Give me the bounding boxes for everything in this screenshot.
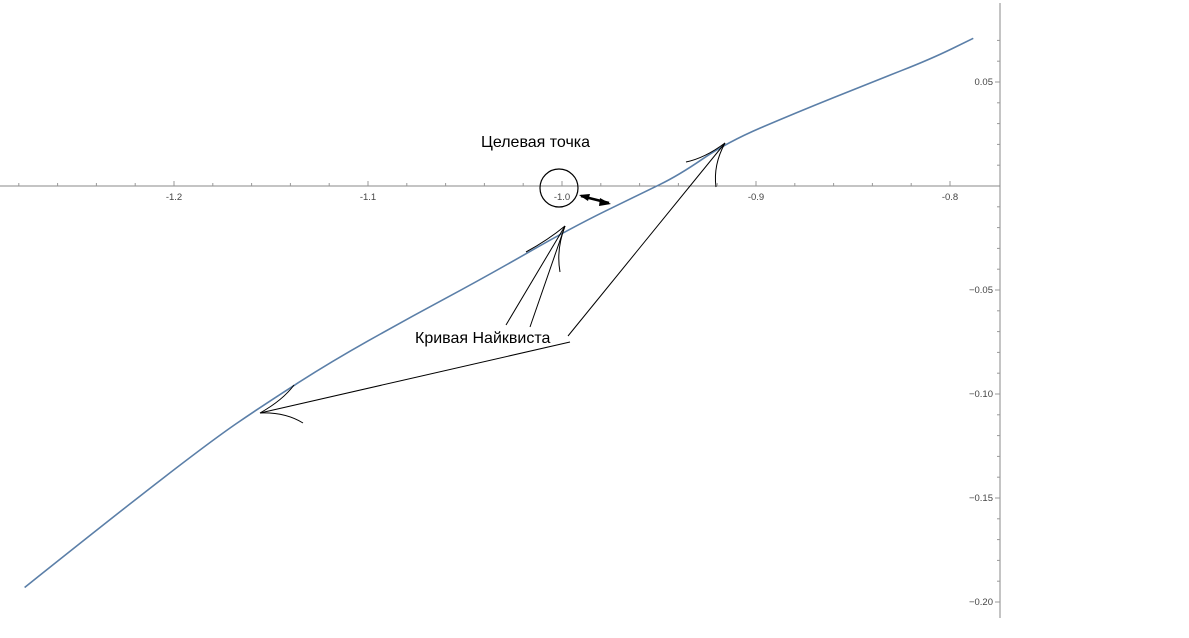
arrowhead-stroke — [685, 142, 726, 163]
axes: -1.2 -1.1 -1.0 -0.9 -0.8 0.05 −0.05 −0.10 −0.15 −… — [0, 3, 1001, 618]
leader-line — [529, 225, 566, 328]
leader-line — [567, 142, 726, 337]
arrowhead-stroke — [259, 412, 304, 424]
distance-arrowhead-right — [599, 198, 611, 206]
series-layer — [24, 37, 974, 589]
nyquist-curve-line — [24, 37, 974, 589]
nyquist-curve-label: Кривая Найквиста — [415, 330, 550, 347]
x-tick-label: -1.0 — [554, 192, 570, 203]
target-point-circle — [539, 168, 579, 208]
x-tick-label: -1.2 — [166, 192, 182, 203]
y-tick-label: −0.05 — [969, 285, 993, 296]
y-tick-label: −0.20 — [969, 597, 993, 608]
x-tick-label: -0.9 — [748, 192, 764, 203]
arrowhead-stroke — [558, 225, 566, 273]
x-tick-label: -1.1 — [360, 192, 376, 203]
y-tick-label: 0.05 — [975, 77, 994, 88]
leader-line — [259, 341, 571, 414]
leader-line — [505, 225, 566, 326]
target-point-label: Целевая точка — [481, 134, 590, 151]
y-tick-label: −0.10 — [969, 389, 993, 400]
distance-arrowhead-left — [579, 194, 590, 201]
annotations: Целевая точка Кривая Найквиста — [259, 134, 726, 424]
y-tick-label: −0.15 — [969, 493, 993, 504]
x-tick-label: -0.8 — [942, 192, 958, 203]
arrowhead-stroke — [525, 225, 566, 253]
arrowhead-stroke — [259, 384, 295, 414]
arrowhead-stroke — [714, 142, 726, 188]
